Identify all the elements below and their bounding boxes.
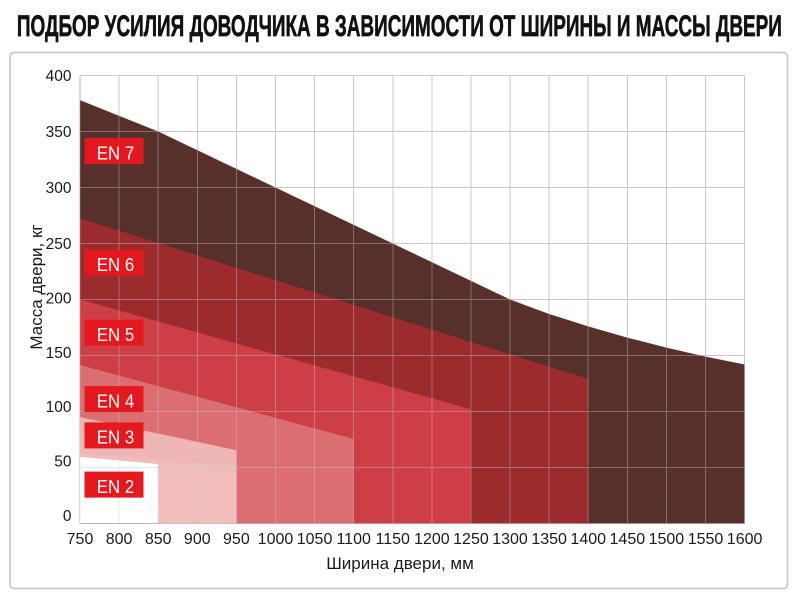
svg-text:1250: 1250 (453, 531, 489, 548)
svg-text:900: 900 (184, 531, 211, 548)
svg-text:850: 850 (145, 531, 172, 548)
svg-text:EN 3: EN 3 (97, 428, 134, 448)
svg-text:1200: 1200 (414, 531, 450, 548)
svg-text:1300: 1300 (492, 531, 528, 548)
svg-text:350: 350 (46, 124, 72, 141)
svg-text:800: 800 (106, 531, 133, 548)
svg-text:1600: 1600 (727, 531, 763, 548)
svg-text:1100: 1100 (336, 531, 371, 548)
svg-text:750: 750 (67, 531, 94, 548)
svg-text:1150: 1150 (376, 531, 411, 548)
svg-text:1450: 1450 (610, 531, 646, 548)
svg-text:0: 0 (63, 508, 72, 525)
svg-text:1550: 1550 (688, 531, 724, 548)
svg-text:EN 5: EN 5 (97, 325, 134, 345)
svg-text:300: 300 (46, 180, 72, 197)
svg-text:950: 950 (223, 531, 250, 548)
svg-text:150: 150 (46, 345, 72, 362)
svg-text:1050: 1050 (297, 531, 333, 548)
svg-text:400: 400 (46, 68, 72, 85)
svg-text:EN 7: EN 7 (97, 143, 134, 163)
svg-text:1400: 1400 (570, 531, 606, 548)
svg-text:250: 250 (46, 236, 72, 253)
svg-text:1350: 1350 (531, 531, 567, 548)
svg-text:1000: 1000 (258, 531, 294, 548)
svg-text:100: 100 (46, 399, 72, 416)
svg-text:200: 200 (46, 290, 72, 307)
svg-text:Ширина двери, мм: Ширина двери, мм (326, 554, 474, 573)
svg-text:50: 50 (54, 454, 72, 471)
svg-text:EN 6: EN 6 (97, 255, 134, 275)
svg-text:EN 4: EN 4 (97, 391, 134, 411)
svg-text:ПОДБОР УСИЛИЯ ДОВОДЧИКА В ЗАВИ: ПОДБОР УСИЛИЯ ДОВОДЧИКА В ЗАВИСИМОСТИ ОТ… (17, 11, 782, 43)
svg-text:Масса двери, кг: Масса двери, кг (27, 224, 46, 349)
svg-text:EN 2: EN 2 (97, 477, 134, 497)
svg-text:1500: 1500 (649, 531, 685, 548)
